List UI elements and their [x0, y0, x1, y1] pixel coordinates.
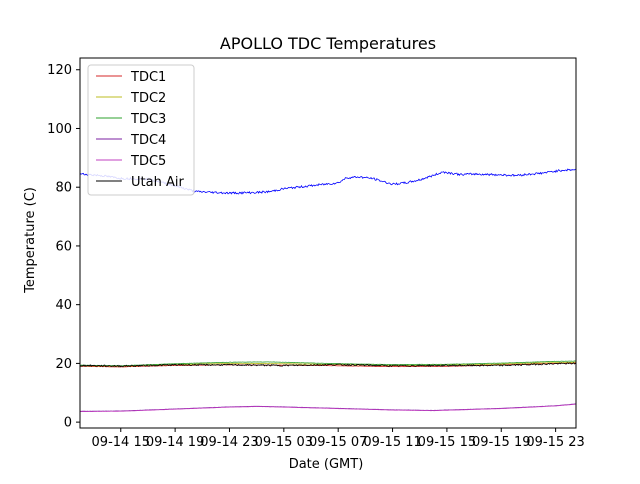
legend-label-tdc1: TDC1 — [130, 70, 166, 85]
x-tick-label: 09-15 19 — [472, 435, 530, 450]
x-tick-label: 09-15 03 — [255, 435, 313, 450]
series-line-utah-air — [80, 362, 576, 368]
x-tick-label: 09-15 15 — [418, 435, 476, 450]
x-tick-label: 09-15 07 — [309, 435, 367, 450]
y-tick-label: 40 — [55, 298, 72, 313]
legend-label-tdc4: TDC4 — [130, 133, 166, 148]
x-tick-label: 09-15 23 — [526, 435, 584, 450]
y-tick-label: 120 — [47, 63, 72, 78]
legend-label-utah-air: Utah Air — [131, 175, 184, 190]
series-line-tdc3 — [80, 360, 576, 367]
y-tick-label: 100 — [47, 122, 72, 137]
y-tick-label: 0 — [64, 416, 72, 431]
plot-area-border — [79, 57, 577, 429]
x-tick-label: 09-14 15 — [92, 435, 150, 450]
legend-label-tdc3: TDC3 — [130, 112, 166, 127]
y-tick-label: 20 — [55, 357, 72, 372]
y-tick-label: 80 — [55, 181, 72, 196]
x-tick-label: 09-14 19 — [146, 435, 204, 450]
legend-label-tdc2: TDC2 — [130, 91, 166, 106]
x-tick-label: 09-15 11 — [363, 435, 421, 450]
x-tick-label: 09-14 23 — [200, 435, 258, 450]
legend-label-tdc5: TDC5 — [130, 154, 166, 169]
y-axis-ticks: 0 20 40 60 80 100 120 — [47, 63, 80, 431]
legend: TDC1 TDC2 TDC3 TDC4 TDC5 Utah Air — [87, 64, 195, 196]
y-axis-label: Temperature (C) — [23, 187, 38, 294]
x-axis-label: Date (GMT) — [289, 457, 364, 472]
y-tick-label: 60 — [55, 239, 72, 254]
chart-title: APOLLO TDC Temperatures — [220, 34, 436, 53]
series-line-tdc5 — [80, 403, 576, 413]
